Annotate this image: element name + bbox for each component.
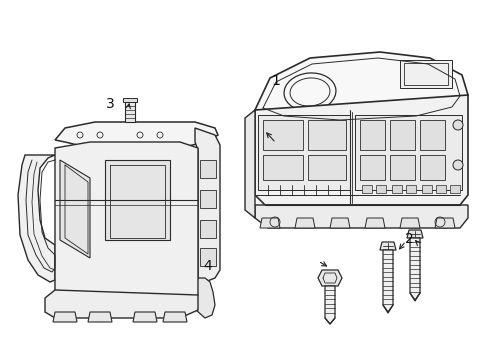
Bar: [200, 220, 216, 238]
Polygon shape: [55, 142, 198, 305]
Polygon shape: [254, 95, 467, 205]
Bar: [123, 98, 137, 102]
Bar: [419, 120, 444, 150]
Bar: [403, 63, 447, 85]
Bar: [200, 248, 216, 266]
Polygon shape: [379, 242, 395, 250]
Polygon shape: [294, 218, 314, 228]
Polygon shape: [195, 128, 220, 282]
Text: 2: 2: [405, 233, 413, 246]
Bar: [375, 185, 385, 193]
Polygon shape: [88, 312, 112, 322]
Bar: [435, 185, 445, 193]
Bar: [405, 185, 415, 193]
Bar: [359, 120, 384, 150]
Polygon shape: [382, 250, 392, 312]
Polygon shape: [317, 270, 341, 286]
Bar: [361, 185, 371, 193]
Polygon shape: [325, 286, 334, 324]
Bar: [125, 100, 135, 122]
Polygon shape: [53, 312, 77, 322]
Polygon shape: [354, 115, 461, 190]
Polygon shape: [399, 218, 419, 228]
Polygon shape: [105, 160, 170, 240]
Bar: [200, 190, 216, 208]
Polygon shape: [409, 238, 419, 300]
Bar: [307, 155, 346, 180]
Circle shape: [452, 160, 462, 170]
Bar: [359, 155, 384, 180]
Polygon shape: [364, 218, 384, 228]
Circle shape: [452, 120, 462, 130]
Polygon shape: [133, 312, 157, 322]
Bar: [399, 60, 451, 88]
Polygon shape: [406, 230, 422, 238]
Bar: [389, 120, 414, 150]
Polygon shape: [434, 218, 454, 228]
Polygon shape: [55, 122, 218, 148]
Bar: [307, 120, 346, 150]
Polygon shape: [193, 278, 215, 318]
Polygon shape: [254, 205, 467, 228]
Bar: [421, 185, 431, 193]
Bar: [389, 155, 414, 180]
Polygon shape: [260, 218, 280, 228]
Bar: [200, 160, 216, 178]
Text: 1: 1: [271, 74, 280, 88]
Bar: [263, 155, 303, 180]
Polygon shape: [18, 155, 55, 282]
Polygon shape: [60, 160, 90, 258]
Bar: [263, 120, 303, 150]
Polygon shape: [329, 218, 349, 228]
Polygon shape: [254, 52, 467, 122]
Polygon shape: [258, 115, 349, 190]
Bar: [449, 185, 459, 193]
Polygon shape: [244, 110, 254, 218]
Bar: [419, 155, 444, 180]
Bar: [391, 185, 401, 193]
Polygon shape: [163, 312, 186, 322]
Text: 3: 3: [105, 98, 114, 111]
Polygon shape: [45, 290, 198, 318]
Text: 4: 4: [203, 260, 212, 273]
